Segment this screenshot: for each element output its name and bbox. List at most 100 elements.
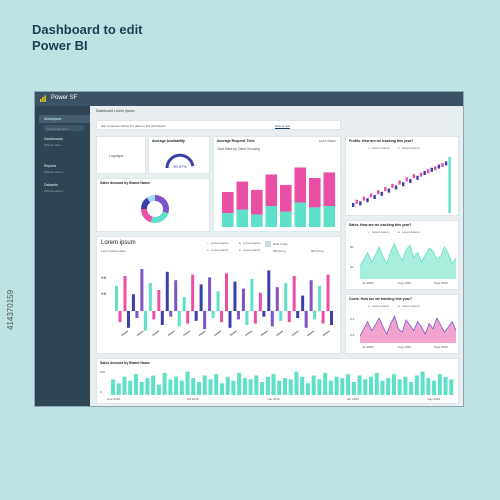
legend-item: Lorem ipsum xyxy=(243,248,261,252)
date-to[interactable]: 06/mm/yy xyxy=(311,249,325,253)
y-tick: 0 xyxy=(100,390,102,394)
y-tick: 0.3 xyxy=(350,333,355,337)
main-bar-pos xyxy=(157,290,161,311)
sidebar-subitem[interactable]: Official sales 1 xyxy=(44,170,64,174)
x-tick: Aug 2020 xyxy=(398,345,411,349)
how-to-ask-link[interactable]: How to ask xyxy=(275,124,290,128)
sales-bar xyxy=(351,382,356,395)
sales-bar xyxy=(214,374,219,395)
main-bar-pos xyxy=(233,281,237,311)
qa-input[interactable]: Ask a question about the data on this da… xyxy=(96,120,341,130)
profit-bar xyxy=(402,182,405,187)
main-bar-pos xyxy=(208,277,212,311)
x-tick: mar 2016 xyxy=(267,397,280,401)
sales-bar xyxy=(420,371,425,395)
profit-bar xyxy=(441,163,444,167)
main-bar-pos xyxy=(123,276,127,311)
main-bar-neg xyxy=(118,311,122,323)
x-tick: Sept 2020 xyxy=(434,281,448,285)
main-bar-neg xyxy=(143,311,147,331)
sales-bar xyxy=(271,374,276,395)
x-tick: Jul 2020 xyxy=(362,281,374,285)
sales-bar xyxy=(179,380,184,395)
request-bar-top xyxy=(280,185,292,212)
x-tick-placeholder xyxy=(244,330,253,337)
main-bar-pos xyxy=(140,269,144,311)
legend-swatch: ● xyxy=(398,304,400,308)
request-bar-top xyxy=(251,189,263,215)
sidebar-search-placeholder: Search all items xyxy=(47,127,69,131)
sales-bar xyxy=(380,380,385,395)
request-bar-top xyxy=(222,192,234,213)
calendar-icon[interactable] xyxy=(265,241,271,247)
donut-slice xyxy=(150,211,169,223)
x-tick-placeholder xyxy=(322,330,330,337)
legend-swatch: ● xyxy=(398,146,400,150)
main-bar-pos xyxy=(174,280,178,311)
sidebar: Workspace Search all items Dashboards Of… xyxy=(35,106,90,406)
avg-request-time-card: Average Request Time LAST WEEK Total Sal… xyxy=(213,136,341,232)
profit-bar xyxy=(416,175,419,180)
sales-bar xyxy=(323,372,328,395)
legend-swatch: ● xyxy=(368,304,370,308)
card-title: Sales. How are we tracking this year? xyxy=(349,223,412,227)
sidebar-search-input[interactable] xyxy=(44,125,84,131)
profit-bar xyxy=(430,167,433,172)
sales-bar xyxy=(277,380,282,395)
sidebar-subitem[interactable]: Official sales xyxy=(44,143,61,147)
main-bar-pos xyxy=(284,283,288,311)
x-tick: Sept 2020 xyxy=(434,345,448,349)
y-tick: 5K xyxy=(350,245,354,249)
date-range-label: Date range xyxy=(273,242,288,246)
sales-bar xyxy=(409,382,414,395)
date-from[interactable]: 06/mm/yy xyxy=(273,249,287,253)
legend-item: Lorem ipsum xyxy=(243,241,261,245)
legend-item: Lorem ipsum xyxy=(372,304,390,308)
sales-bar xyxy=(403,376,408,395)
profit-bar xyxy=(427,169,430,174)
sales-bar xyxy=(260,382,265,395)
sales-bar xyxy=(374,372,379,395)
app-logo-icon[interactable] xyxy=(39,95,47,103)
sales-bar xyxy=(265,376,270,395)
x-tick: june 2016 xyxy=(107,397,121,401)
profit-bar xyxy=(377,190,380,195)
logotype-card: Logotype xyxy=(96,136,146,174)
sidebar-item-dashboards[interactable]: Dashboards xyxy=(44,137,63,141)
sidebar-item-reports[interactable]: Reports xyxy=(44,164,57,168)
profit-bar xyxy=(419,172,423,177)
sidebar-subitem[interactable]: Official sales 2 xyxy=(44,189,64,193)
x-tick-placeholder xyxy=(276,330,284,337)
sales-bar xyxy=(357,375,362,395)
profit-bar xyxy=(405,177,408,182)
main-bar-neg xyxy=(236,311,240,320)
donut-slice xyxy=(155,195,169,214)
legend-swatch: ● xyxy=(239,248,241,252)
request-time-chart xyxy=(222,167,336,227)
sales-bar xyxy=(397,379,402,395)
last-week-label: LAST WEEK xyxy=(318,139,336,143)
date-range[interactable]: Date range 06/mm/yy 06/mm/yy xyxy=(265,241,339,257)
sidebar-item-datasets[interactable]: Datasets xyxy=(44,183,58,187)
x-tick-placeholder xyxy=(151,330,160,337)
main-bar-neg xyxy=(330,311,334,325)
main-bar-neg xyxy=(203,311,207,330)
main-bar-pos xyxy=(225,273,228,311)
sales-bar xyxy=(225,376,230,395)
x-tick-placeholder xyxy=(121,330,129,337)
sales-bar xyxy=(391,374,396,395)
profit-bar xyxy=(444,161,448,166)
request-bar-top xyxy=(265,174,278,206)
request-bar-top xyxy=(323,172,336,206)
stock-id: 414370159 xyxy=(6,289,15,330)
sales-bar xyxy=(294,371,299,395)
profits-chart xyxy=(352,157,451,213)
legend-swatch: ● xyxy=(398,230,400,234)
main-bar-pos xyxy=(115,285,118,311)
sidebar-item-workspace[interactable]: Workspace xyxy=(44,117,62,121)
sales-bar xyxy=(116,383,121,395)
request-bar-base xyxy=(323,206,336,227)
legend-item: Lorem ipsum xyxy=(402,230,420,234)
main-bar-pos xyxy=(216,291,220,311)
main-legend: ● Lorem ipsum ● Lorem ipsum ● Lorem ipsu… xyxy=(207,241,267,257)
